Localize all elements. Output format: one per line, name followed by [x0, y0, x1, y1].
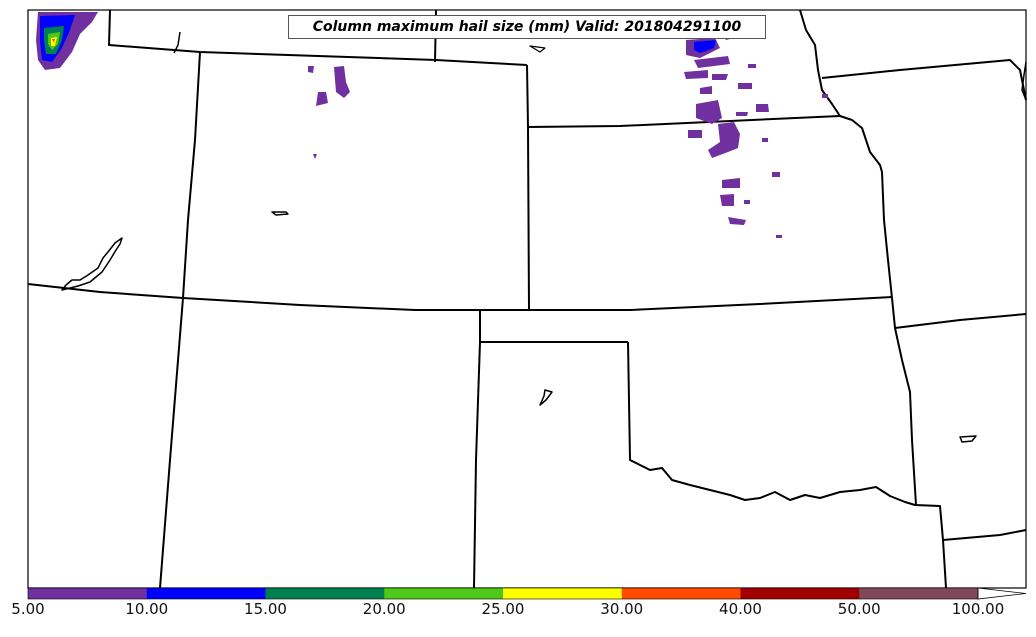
hail-ne-5: [712, 74, 728, 80]
colorbar-tick-label: 15.00: [244, 600, 287, 618]
colorbar-tick-label: 10.00: [125, 600, 169, 618]
hail-ne-20: [748, 64, 756, 68]
hail-wne-4: [313, 154, 317, 159]
hail-ne-10: [736, 112, 748, 116]
colorbar-tick-label: 100.00: [951, 600, 1005, 618]
colorbar-segment: [384, 588, 504, 599]
hail-ne-18: [744, 200, 750, 204]
boundary-ok-panhandle: [627, 341, 947, 589]
colorbar-tick-label: 50.00: [837, 600, 881, 618]
hail-ne-15: [728, 217, 746, 225]
colorbar-segment: [621, 588, 741, 599]
colorbar: [27, 587, 1027, 600]
hail-ne-4: [684, 70, 708, 79]
boundary-sd-east: [799, 9, 883, 173]
boundary-wy-co: [182, 297, 529, 311]
colorbar-segment: [740, 588, 860, 599]
hail-ne-9: [756, 104, 769, 112]
hail-ne-blue: [694, 40, 716, 53]
boundary-ia-mn: [821, 59, 1027, 101]
hail-ne-6: [700, 86, 712, 94]
boundary-ks-mo: [891, 297, 917, 506]
hail-ne-3: [694, 56, 730, 68]
hail-ne-11: [708, 122, 740, 158]
boundary-wy-west: [182, 51, 201, 299]
lake-small-2: [539, 389, 553, 406]
hail-nw-red: [52, 39, 55, 43]
lake-small-3: [959, 435, 977, 443]
colorbar-tick-label: 20.00: [362, 600, 406, 618]
hail-ne-17: [762, 138, 768, 142]
state-boundaries: [27, 9, 1027, 589]
hail-ne-12: [688, 130, 702, 138]
hail-ne-13: [722, 178, 740, 188]
colorbar-tick-label: 5.00: [11, 600, 45, 618]
colorbar-tick-label: 30.00: [600, 600, 644, 618]
lake-great-salt: [61, 237, 123, 291]
colorbar-tick-label: 25.00: [481, 600, 525, 618]
boundary-ne-east: [881, 171, 893, 299]
lake-edge-right: [1021, 61, 1027, 101]
boundary-mo-ia: [894, 313, 1027, 329]
hail-ne-21: [822, 94, 828, 98]
colorbar-segment: [503, 588, 623, 599]
boundary-co-east: [473, 341, 481, 589]
hail-wne-3: [308, 66, 314, 73]
boundary-ut-south: [159, 297, 184, 589]
hail-ne-7: [738, 83, 752, 89]
colorbar-segment: [265, 588, 385, 599]
colorbar-outline: [27, 587, 979, 600]
colorbar-segment: [859, 588, 979, 599]
lake-small-4: [173, 31, 181, 54]
boundary-sd-ne: [527, 115, 841, 128]
hail-ne-16: [772, 172, 780, 177]
boundary-ne-ks: [527, 126, 893, 311]
boundary-wy-east: [526, 64, 529, 128]
lake-small-5: [529, 45, 546, 53]
colorbar-tick-label: 40.00: [719, 600, 762, 618]
colorbar-extend-arrow: [977, 587, 1027, 600]
map-title: Column maximum hail size (mm) Valid: 201…: [288, 15, 766, 39]
colorbar-segment: [146, 588, 266, 599]
hail-ne-8: [696, 100, 722, 124]
colorbar-segment: [28, 588, 148, 599]
hail-ne-14: [720, 194, 734, 206]
boundary-ar-la: [942, 529, 1027, 541]
hail-wne-2: [316, 92, 328, 106]
hail-ne-19: [776, 235, 782, 238]
hail-wne-1: [334, 66, 350, 98]
lake-small-1: [271, 211, 289, 216]
boundary-nv-ut: [27, 283, 184, 299]
